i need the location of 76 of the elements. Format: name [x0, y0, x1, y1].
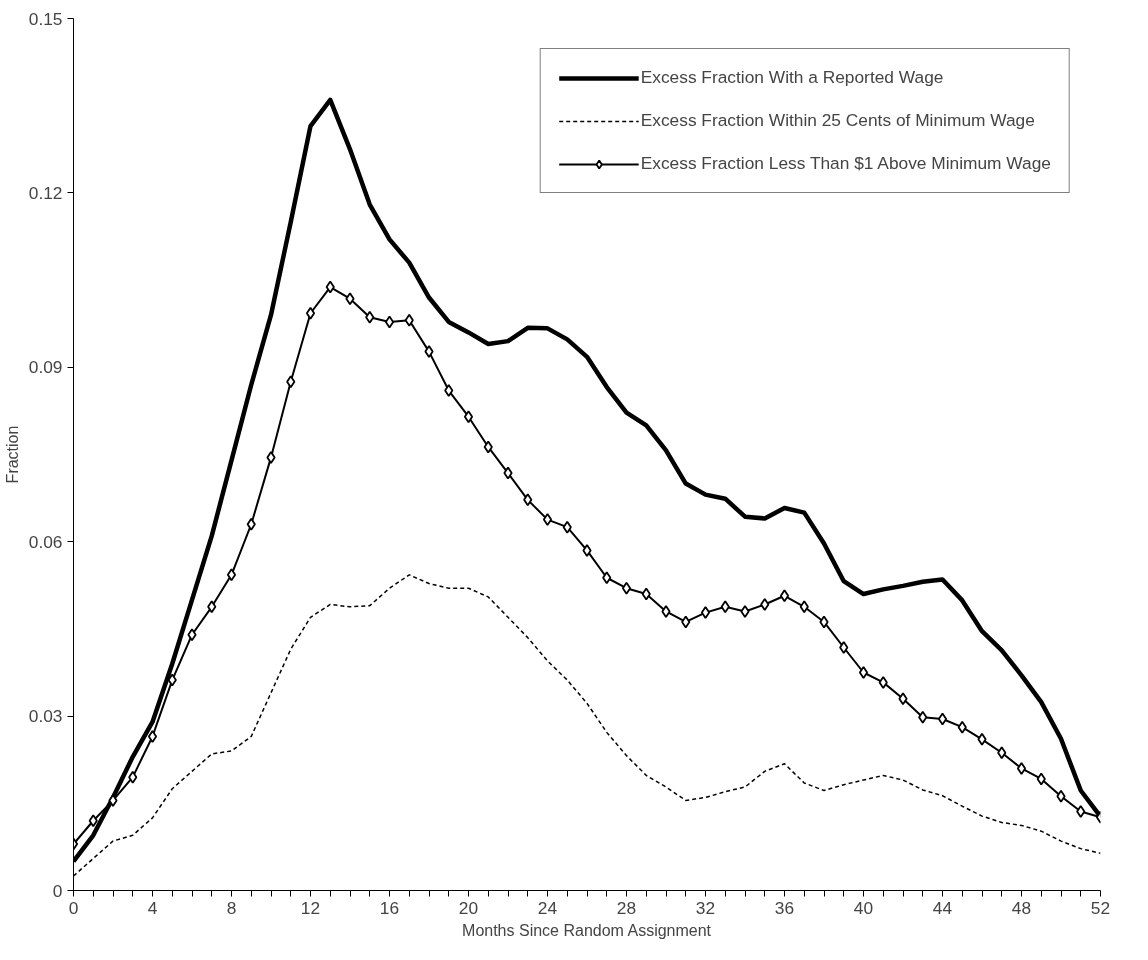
- point: [1056, 789, 1066, 803]
- point: [937, 712, 948, 726]
- point: [226, 568, 237, 582]
- point: [641, 587, 651, 601]
- point: [365, 310, 375, 324]
- point: [542, 513, 553, 527]
- point: [839, 641, 849, 654]
- y-tick-label: 0.09: [28, 357, 63, 378]
- x-tick-label: 16: [379, 897, 400, 918]
- point: [957, 720, 967, 734]
- point: [424, 345, 434, 358]
- point: [108, 793, 118, 807]
- x-tick-label: 12: [300, 897, 321, 918]
- x-tick-label: 32: [695, 897, 716, 918]
- point: [167, 673, 177, 687]
- point: [799, 600, 809, 614]
- x-tick-label: 4: [147, 897, 158, 918]
- x-tick-label: 36: [774, 897, 795, 918]
- x-tick-label: 40: [853, 897, 874, 918]
- point: [700, 606, 711, 620]
- point: [858, 666, 869, 679]
- point: [740, 605, 750, 618]
- x-tick-label: 0: [68, 897, 79, 918]
- point: [1036, 772, 1046, 786]
- y-tick-label: 0.06: [28, 531, 63, 552]
- y-tick-label: 0.15: [28, 8, 63, 29]
- point: [977, 732, 987, 746]
- point: [246, 517, 256, 531]
- point: [621, 581, 632, 595]
- point: [997, 746, 1007, 760]
- point: [562, 520, 572, 534]
- x-tick-label: 8: [226, 897, 237, 918]
- point: [345, 292, 355, 306]
- point: [898, 692, 908, 706]
- point: [463, 410, 474, 424]
- point: [582, 544, 592, 557]
- x-axis-title: Months Since Random Assignment: [462, 921, 712, 939]
- point: [681, 615, 691, 629]
- point: [325, 280, 335, 294]
- point: [384, 315, 395, 329]
- y-tick-label: 0: [52, 880, 63, 901]
- point: [819, 615, 829, 629]
- point: [760, 598, 770, 611]
- point: [305, 306, 316, 320]
- y-tick-label: 0.12: [28, 182, 63, 203]
- point: [207, 600, 217, 614]
- legend-label: Excess Fraction Within 25 Cents of Minimum Wage: [640, 110, 1035, 131]
- legend-label: Excess Fraction With a Reported Wage: [640, 67, 944, 88]
- point: [720, 600, 730, 614]
- point: [483, 440, 493, 454]
- point: [661, 605, 671, 618]
- x-tick-label: 48: [1011, 897, 1032, 918]
- point: [1016, 762, 1027, 775]
- legend-label: Excess Fraction Less Than $1 Above Minimum Wage: [640, 153, 1051, 174]
- x-tick-label: 52: [1090, 897, 1111, 918]
- x-tick-label: 28: [616, 897, 637, 918]
- point: [503, 466, 513, 480]
- y-tick-label: 0.03: [28, 706, 63, 727]
- point: [147, 730, 158, 743]
- point: [286, 375, 296, 389]
- point: [523, 493, 533, 507]
- point: [1076, 805, 1086, 818]
- point: [878, 675, 888, 689]
- x-tick-label: 24: [537, 897, 558, 918]
- point: [128, 770, 138, 784]
- point: [918, 710, 928, 724]
- point: [88, 814, 98, 828]
- point: [444, 384, 454, 397]
- point: [266, 451, 276, 464]
- point: [779, 589, 790, 603]
- x-tick-label: 44: [932, 897, 953, 918]
- point: [404, 313, 414, 327]
- y-axis-title: Fraction: [3, 425, 21, 484]
- point: [602, 571, 612, 585]
- point: [187, 628, 197, 642]
- x-tick-label: 20: [458, 897, 479, 918]
